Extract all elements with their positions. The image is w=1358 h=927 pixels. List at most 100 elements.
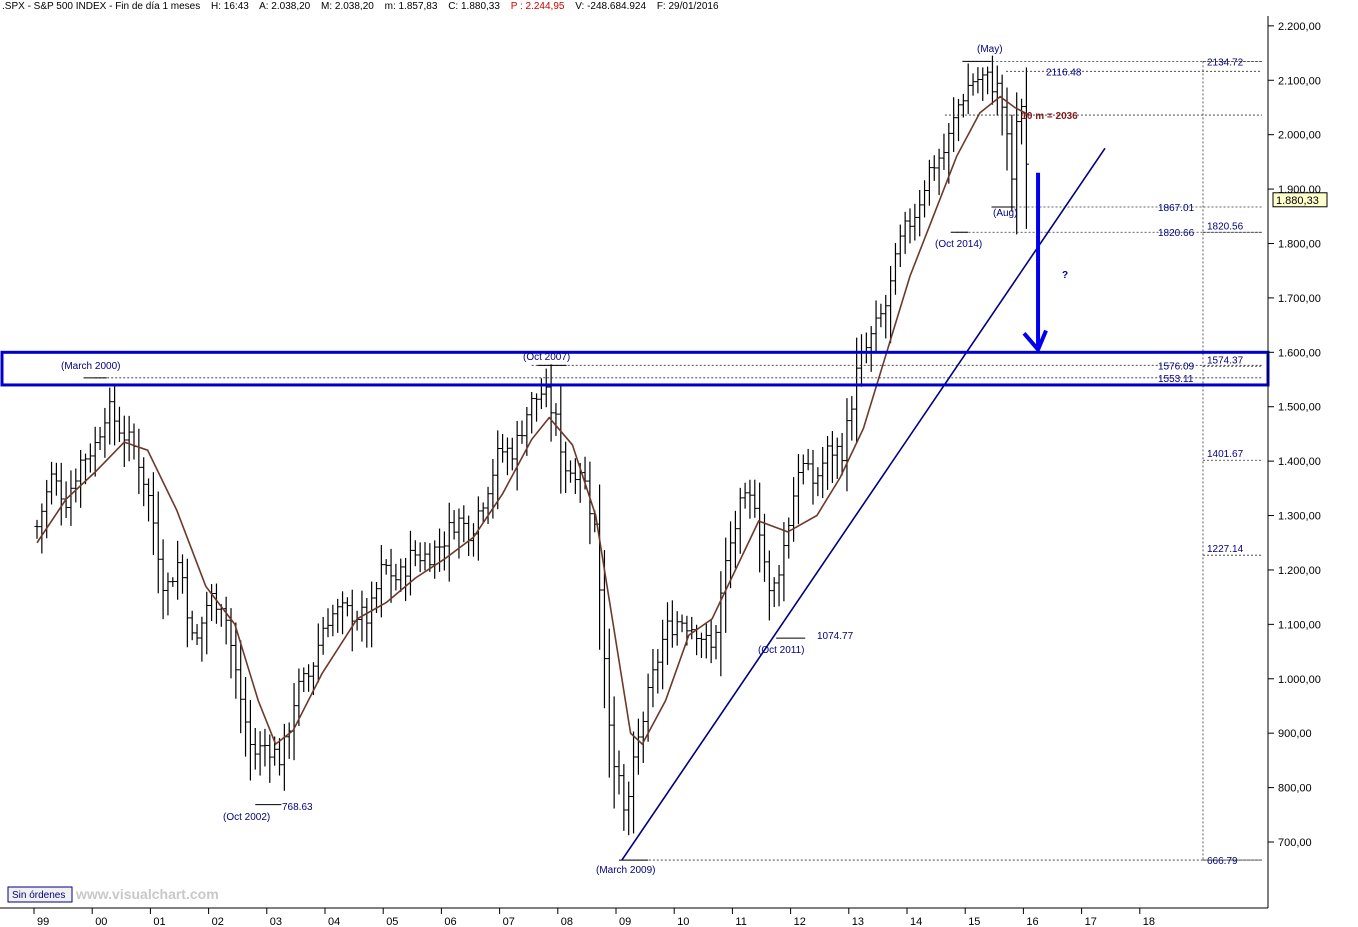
x-tick-label: 08: [561, 916, 573, 927]
fib-label: 1227.14: [1207, 544, 1244, 555]
pivot-label: (Oct 2002): [223, 812, 270, 823]
price-header: .SPX - S&P 500 INDEX - Fin de día 1 mese…: [2, 1, 727, 15]
price-bar: [340, 591, 346, 635]
price-bar: [175, 540, 181, 600]
price-bar: [640, 711, 646, 763]
orders-badge-label: Sin órdenes: [12, 890, 65, 901]
price-bar: [859, 334, 864, 387]
price-bar: [306, 664, 312, 692]
price-levels: 2134.72 2116.48 1867.01 1820.66 1576.09 1553.…: [95, 57, 1262, 867]
price-bar: [529, 391, 535, 434]
header-volume: V: -248.684.924: [575, 1, 647, 12]
price-bar: [956, 98, 961, 142]
price-bar: [485, 486, 491, 525]
x-tick-label: 09: [619, 916, 631, 927]
price-bar: [504, 437, 510, 476]
level-label: 1867.01: [1158, 203, 1195, 214]
price-bar: [180, 554, 185, 594]
price-bar: [364, 598, 370, 648]
price-bar: [572, 458, 578, 494]
header-date: F: 29/01/2016: [656, 1, 719, 12]
price-bar: [407, 530, 413, 596]
price-bar: [112, 384, 118, 446]
price-bar: [543, 368, 549, 408]
y-tick-label: 1.000,00: [1278, 674, 1321, 686]
price-bar: [49, 461, 55, 505]
ma-line: [36, 95, 1030, 746]
price-bar: [146, 478, 152, 522]
y-tick-label: 1.500,00: [1278, 402, 1321, 414]
price-bar: [126, 415, 132, 462]
price-bar: [83, 453, 88, 485]
resistance-zone: [0, 350, 1270, 387]
price-bar: [587, 461, 593, 545]
price-bar: [975, 67, 981, 94]
header-p: P : 2.244,95: [510, 1, 565, 12]
price-bar: [679, 614, 685, 633]
price-bar: [194, 624, 200, 646]
price-bar: [597, 484, 603, 650]
price-bar: [102, 407, 108, 458]
price-bar: [563, 441, 569, 493]
price-bar: [645, 673, 651, 742]
price-bar: [611, 696, 617, 809]
price-bar: [320, 616, 326, 655]
price-bar: [456, 508, 462, 559]
price-bar: [912, 203, 918, 241]
price-bar: [810, 449, 816, 505]
price-bar: [960, 93, 966, 118]
price-bar: [883, 294, 889, 339]
price-bar: [223, 596, 229, 645]
orders-badge: [7, 886, 73, 903]
pivot-label: (Aug): [993, 208, 1017, 219]
price-bar: [383, 559, 389, 575]
price-bar: [514, 420, 520, 491]
pivot-label: 768.63: [282, 802, 313, 813]
price-bar: [762, 513, 767, 582]
axes: 700,00 800,00 900,00 1.000,00 1.100,00 1.200,…: [0, 16, 1328, 927]
price-bar: [267, 734, 273, 783]
price-bar: [548, 364, 554, 442]
header-low: m: 1.857,83: [384, 1, 438, 12]
price-bar: [941, 133, 947, 170]
x-tick-label: 03: [270, 916, 282, 927]
price-bar: [601, 550, 607, 709]
pivot-label: (March 2000): [61, 361, 120, 372]
price-bar: [330, 604, 336, 637]
price-bar: [471, 523, 476, 557]
price-bar: [951, 97, 957, 153]
level-label: 1820.66: [1158, 228, 1195, 239]
price-bar: [805, 448, 811, 471]
price-bar: [277, 738, 282, 776]
price-bar: [388, 548, 394, 603]
price-bar: [926, 159, 932, 206]
price-bar: [325, 608, 331, 638]
price-bar: [713, 625, 719, 660]
price-bar: [708, 619, 714, 664]
price-bar: [165, 572, 171, 616]
price-bar: [902, 211, 908, 254]
price-bar: [558, 386, 564, 494]
y-tick-label: 2.000,00: [1278, 130, 1321, 142]
price-bar: [247, 699, 253, 781]
header-close: C: 1.880,33: [448, 1, 500, 12]
x-tick-label: 12: [794, 916, 806, 927]
price-bar: [752, 479, 758, 518]
price-bar: [480, 502, 486, 523]
price-bar: [849, 396, 855, 441]
price-bar: [829, 431, 835, 483]
price-bar: [432, 540, 438, 579]
x-tick-label: 15: [968, 916, 980, 927]
y-tick-label: 1.100,00: [1278, 619, 1321, 631]
price-bar: [698, 632, 704, 659]
price-bar: [907, 208, 913, 244]
price-bar: [839, 432, 845, 476]
last-price-label: 1.880,33: [1276, 195, 1319, 207]
price-bar: [131, 423, 137, 460]
price-bar: [650, 648, 656, 708]
price-bar: [844, 398, 850, 492]
price-bar: [509, 437, 515, 471]
x-tick-label: 02: [212, 916, 224, 927]
